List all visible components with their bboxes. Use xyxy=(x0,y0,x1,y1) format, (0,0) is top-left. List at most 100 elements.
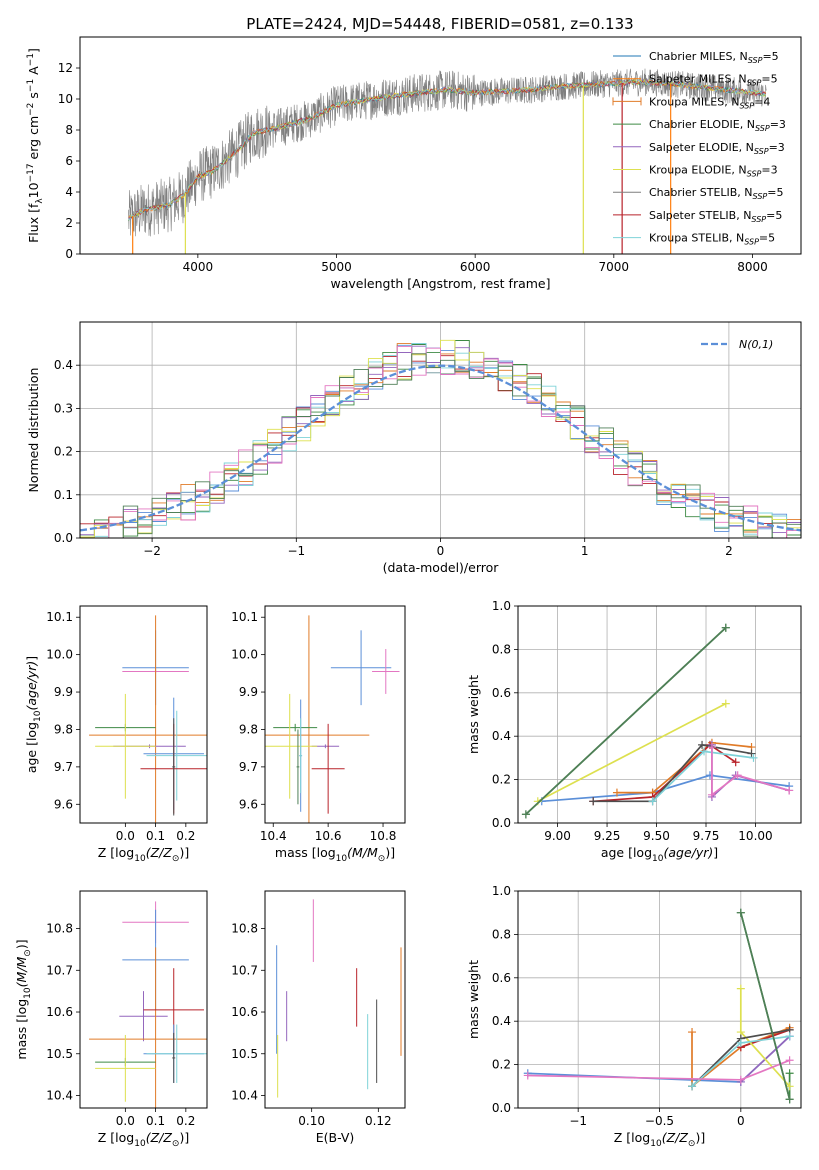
y-tick-label: 2 xyxy=(65,216,73,230)
y-tick-label: 8 xyxy=(65,123,73,137)
spectrum-model-line xyxy=(128,79,766,220)
weight-marker xyxy=(612,788,621,797)
plot-area-age-vs-mass xyxy=(265,615,400,823)
legend-label: Salpeter MILES, NSSP=5 xyxy=(649,73,778,88)
y-tick-label: 0.4 xyxy=(54,358,73,372)
y-tick-label: 0.6 xyxy=(492,971,511,985)
y-tick-label: 0.6 xyxy=(492,686,511,700)
histogram-step xyxy=(80,353,801,538)
x-axis-label: E(B-V) xyxy=(316,1130,355,1145)
y-tick-label: 10.1 xyxy=(46,610,73,624)
weight-marker xyxy=(785,786,794,795)
axes-frame xyxy=(264,605,406,824)
weight-marker xyxy=(736,984,745,993)
x-tick-label: 0.1 xyxy=(146,829,165,843)
weight-line xyxy=(711,747,790,797)
legend-label: Chabrier ELODIE, NSSP=3 xyxy=(649,118,786,133)
x-tick-label: 2 xyxy=(725,544,733,558)
y-tick-label: 10.1 xyxy=(231,610,258,624)
plot-area-mass-vs-Z xyxy=(89,901,207,1108)
weight-marker xyxy=(521,810,530,819)
weight-marker xyxy=(736,1075,745,1084)
y-axis-label: Flux [fλ10−17 erg cm−2 s−1 A−1] xyxy=(26,48,45,243)
axes-frame xyxy=(79,321,802,539)
y-tick-label: 10 xyxy=(58,92,73,106)
weight-marker xyxy=(589,797,598,806)
x-tick-label: 1 xyxy=(581,544,589,558)
x-tick-label: −0.5 xyxy=(645,1114,674,1128)
weight-marker xyxy=(785,1056,794,1065)
y-tick-label: 9.8 xyxy=(239,722,258,736)
weight-marker xyxy=(700,747,709,756)
weight-marker xyxy=(688,1028,697,1037)
y-tick-label: 9.7 xyxy=(239,760,258,774)
x-tick-label: 0.10 xyxy=(298,1114,325,1128)
legend-label: Salpeter STELIB, NSSP=5 xyxy=(649,209,782,224)
axes-frame xyxy=(264,890,406,1109)
x-tick-label: −1 xyxy=(287,544,305,558)
weight-marker xyxy=(749,753,758,762)
x-tick-label: −2 xyxy=(143,544,161,558)
y-tick-label: 0.2 xyxy=(492,1058,511,1072)
weight-marker xyxy=(785,1069,794,1078)
weight-marker xyxy=(736,908,745,917)
x-tick-label: 0.12 xyxy=(365,1114,392,1128)
panel-mass-vs-ebv: 0.10 0.12 10.4 10.5 10.6 10.7 10.8 E(B-V) xyxy=(231,890,406,1145)
weight-line xyxy=(537,702,727,803)
weight-line xyxy=(740,1029,790,1049)
legend-label: Kroupa MILES, NSSP=4 xyxy=(649,95,770,110)
y-tick-label: 9.6 xyxy=(239,797,258,811)
plot-area-residuals xyxy=(80,339,801,538)
x-tick-label: 10.00 xyxy=(738,829,772,843)
weight-line xyxy=(739,912,791,1100)
weight-marker xyxy=(648,797,657,806)
x-tick-label: 0.0 xyxy=(116,1114,135,1128)
y-tick-label: 10.7 xyxy=(46,963,73,977)
x-tick-label: 0.2 xyxy=(176,1114,195,1128)
y-tick-label: 12 xyxy=(58,61,73,75)
weight-marker xyxy=(705,771,714,780)
x-axis-label: Z [log10(Z/Z⊙)] xyxy=(98,1130,189,1149)
x-tick-label: 9.75 xyxy=(693,829,720,843)
y-axis-label: mass [log10(M/M⊙)] xyxy=(14,939,33,1059)
y-tick-label: 4 xyxy=(65,185,73,199)
x-tick-label: 0 xyxy=(737,1114,745,1128)
spectrum-data-line xyxy=(128,68,767,237)
y-tick-label: 10.8 xyxy=(46,922,73,936)
y-tick-label: 9.9 xyxy=(54,685,73,699)
y-tick-label: 10.7 xyxy=(231,963,258,977)
y-tick-label: 1.0 xyxy=(492,884,511,898)
y-tick-label: 0.2 xyxy=(54,445,73,459)
legend-label: Chabrier STELIB, NSSP=5 xyxy=(649,186,783,201)
y-tick-label: 10.5 xyxy=(46,1047,73,1061)
x-tick-label: 7000 xyxy=(599,260,630,274)
x-tick-label: 5000 xyxy=(321,260,352,274)
figure-title: PLATE=2424, MJD=54448, FIBERID=0581, z=0… xyxy=(246,15,633,33)
legend-label: Kroupa ELODIE, NSSP=3 xyxy=(649,164,778,179)
y-axis-label: mass weight xyxy=(466,675,481,754)
x-tick-label: 4000 xyxy=(183,260,214,274)
weight-marker xyxy=(523,1071,532,1080)
axes-frame xyxy=(79,36,802,255)
x-tick-label: 9.50 xyxy=(643,829,670,843)
axes-frame xyxy=(79,890,208,1109)
plot-area-mass-vs-ebv xyxy=(276,899,402,1098)
y-tick-label: 0.8 xyxy=(492,642,511,656)
weight-marker xyxy=(707,743,716,752)
weight-line xyxy=(691,1026,790,1089)
axes-frame xyxy=(79,605,208,824)
y-tick-label: 9.6 xyxy=(54,797,73,811)
panel-age-vs-Z: 0.0 0.1 0.2 9.6 9.7 9.8 9.9 10.0 10.1 Z [log10(Z/… xyxy=(24,605,208,864)
weight-marker xyxy=(698,740,707,749)
y-tick-label: 10.4 xyxy=(231,1088,258,1102)
plot-area-age-vs-Z xyxy=(89,615,207,823)
x-tick-label: 6000 xyxy=(460,260,491,274)
y-tick-label: 9.7 xyxy=(54,760,73,774)
gaussian-curve xyxy=(80,364,801,532)
panel-mass-weight-vs-Z: −1 −0.5 0 0.0 0.2 0.4 0.6 0.8 1.0 mass weight Z [l… xyxy=(466,884,802,1149)
y-tick-label: 0.1 xyxy=(54,488,73,502)
x-tick-label: 0.0 xyxy=(116,829,135,843)
y-tick-label: 0.4 xyxy=(492,729,511,743)
y-axis-label: Normed distribution xyxy=(26,368,41,493)
